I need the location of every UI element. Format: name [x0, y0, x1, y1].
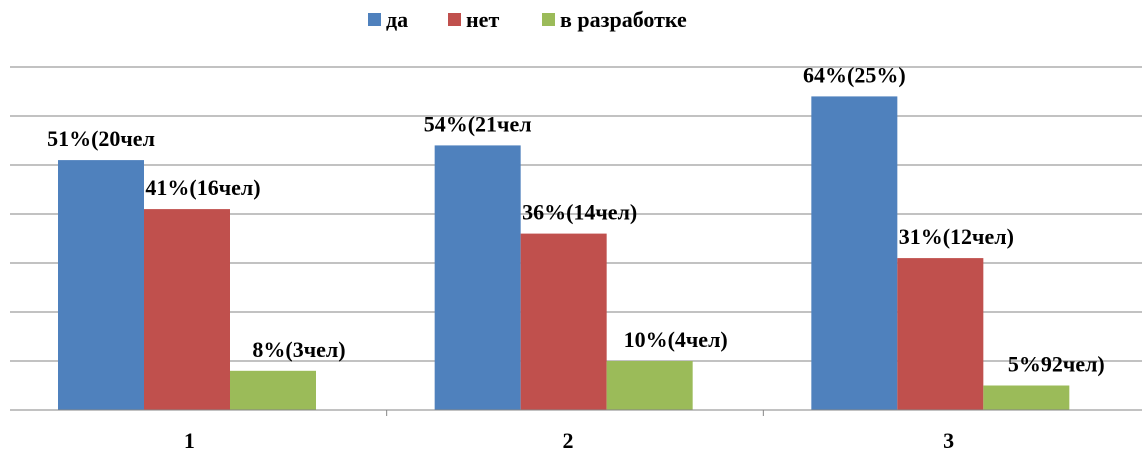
legend-swatch [542, 13, 555, 26]
data-label: 36%(14чел) [522, 200, 637, 225]
bar-1-cat-1 [58, 160, 144, 410]
bar-3-cat-2 [606, 361, 693, 410]
legend-label: да [386, 7, 408, 32]
bar-2-cat-3 [897, 258, 984, 410]
bar-2-cat-2 [520, 233, 607, 410]
legend: да нет в разработке [368, 7, 687, 32]
bars [58, 96, 1070, 411]
bar-2-cat-1 [144, 209, 230, 410]
bar-3-cat-1 [230, 370, 316, 410]
x-tick-label: 1 [184, 428, 195, 452]
data-label: 41%(16чел) [145, 175, 260, 200]
data-label: 10%(4чел) [624, 327, 728, 352]
legend-label: в разработке [560, 7, 687, 32]
legend-swatch [368, 13, 381, 26]
data-label: 5%92чел) [1008, 352, 1105, 377]
x-tick-label: 2 [563, 428, 574, 452]
bar-1-cat-3 [811, 96, 898, 411]
x-axis: 1 2 3 [10, 409, 1142, 453]
bar-1-cat-2 [434, 145, 521, 410]
data-label: 8%(3чел) [252, 337, 345, 362]
data-label: 51%(20чел [47, 126, 155, 151]
data-label: 54%(21чел [424, 111, 532, 136]
legend-swatch [448, 13, 461, 26]
bar-3-cat-3 [983, 385, 1070, 410]
data-label: 31%(12чел) [899, 224, 1014, 249]
legend-label: нет [466, 7, 499, 32]
data-labels: 51%(20чел 41%(16чел) 8%(3чел) 54%(21чел 36%(… [47, 62, 1105, 376]
data-label: 64%(25%) [803, 62, 906, 87]
x-tick-label: 3 [943, 428, 954, 452]
